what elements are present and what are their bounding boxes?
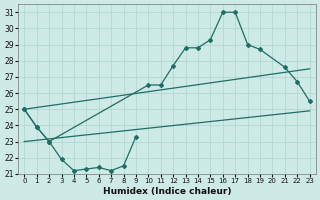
X-axis label: Humidex (Indice chaleur): Humidex (Indice chaleur) bbox=[103, 187, 231, 196]
